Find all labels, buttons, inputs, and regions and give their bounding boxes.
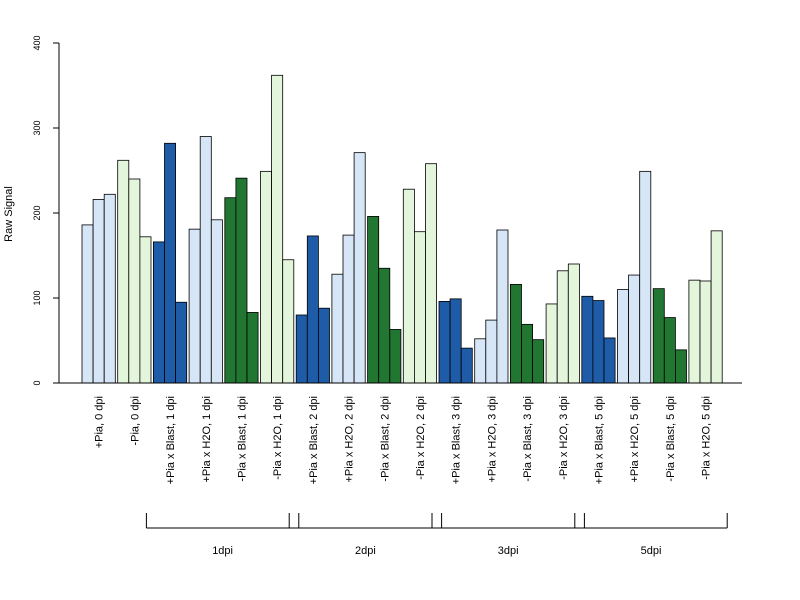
bar-13-1 — [509, 283, 522, 384]
bar-5-1 — [224, 197, 237, 384]
bar-17-1 — [652, 288, 665, 384]
bar-15-3 — [603, 337, 616, 384]
bar-14-1 — [545, 303, 558, 384]
bar-7-2 — [306, 235, 319, 384]
group-label: 1dpi — [212, 545, 233, 557]
y-tick-label: 0 — [32, 380, 42, 385]
bar-8-2 — [342, 234, 355, 384]
x-tick-label: +Pia x Blast, 1 dpi — [165, 396, 177, 484]
bar-3-2 — [164, 142, 177, 384]
bar-11-2 — [449, 298, 462, 384]
bar-3-1 — [152, 241, 165, 384]
bar-11-3 — [460, 347, 473, 384]
x-tick-label: -Pia x H2O, 1 dpi — [272, 396, 284, 480]
bar-6-2 — [271, 74, 284, 384]
bar-5-3 — [246, 312, 259, 384]
bar-12-3 — [496, 229, 509, 384]
bar-13-2 — [521, 323, 534, 384]
bar-9-3 — [389, 329, 402, 384]
bar-2-2 — [128, 178, 141, 384]
group-label: 3dpi — [498, 545, 519, 557]
bar-9-2 — [378, 267, 391, 384]
x-tick-label: +Pia x H2O, 1 dpi — [201, 396, 213, 483]
bar-12-2 — [485, 319, 498, 384]
x-tick-label: +Pia x H2O, 2 dpi — [344, 396, 356, 483]
x-tick-label: -Pia x H2O, 2 dpi — [415, 396, 427, 480]
x-tick-label: -Pia x Blast, 2 dpi — [379, 396, 391, 482]
x-tick-label: +Pia x Blast, 5 dpi — [593, 396, 605, 484]
bar-4-3 — [210, 219, 223, 384]
bar-11-1 — [438, 300, 451, 384]
group-bracket: 1dpi — [145, 513, 300, 557]
bar-1-2 — [92, 198, 105, 384]
bar-17-3 — [675, 349, 687, 384]
bars-layer — [81, 74, 723, 384]
bar-6-1 — [260, 170, 273, 384]
x-tick-label: +Pia x H2O, 3 dpi — [486, 396, 498, 483]
bar-2-3 — [139, 236, 152, 384]
group-bracket: 3dpi — [431, 513, 585, 557]
bar-18-1 — [688, 279, 701, 384]
x-tick-label: +Pia x Blast, 2 dpi — [308, 396, 320, 484]
group-bracket: 2dpi — [288, 513, 443, 557]
group-bracket: 5dpi — [574, 513, 728, 557]
group-label: 2dpi — [355, 545, 376, 557]
y-tick-label: 400 — [32, 35, 42, 50]
bar-10-3 — [425, 163, 438, 384]
bar-9-1 — [367, 215, 380, 384]
bar-8-3 — [353, 152, 366, 384]
bar-16-2 — [628, 274, 641, 384]
bar-15-2 — [592, 300, 605, 384]
groups-layer: 1dpi 2dpi 3dpi 5dpi — [145, 513, 728, 557]
bar-4-1 — [188, 228, 201, 384]
x-tick-label: -Pia, 0 dpi — [129, 396, 141, 446]
bar-18-2 — [699, 280, 712, 384]
bar-14-3 — [567, 263, 580, 384]
bar-1-3 — [103, 193, 116, 384]
y-axis-label: Raw Signal — [3, 186, 15, 242]
bar-16-1 — [617, 289, 630, 384]
bar-3-3 — [175, 301, 188, 384]
bar-13-3 — [532, 339, 545, 384]
bar-4-2 — [199, 136, 212, 384]
bar-10-2 — [413, 231, 426, 384]
bar-15-1 — [581, 295, 594, 384]
bar-2-1 — [117, 159, 130, 384]
x-tick-label: -Pia x H2O, 5 dpi — [701, 396, 713, 480]
bar-17-2 — [663, 317, 676, 384]
bar-1-1 — [81, 224, 94, 384]
y-tick-label: 200 — [32, 205, 42, 220]
bar-18-3 — [710, 230, 723, 384]
y-tick-label: 100 — [32, 290, 42, 305]
bar-12-1 — [474, 338, 487, 384]
y-tick-label: 300 — [32, 120, 42, 135]
x-tick-label: +Pia x H2O, 5 dpi — [629, 396, 641, 483]
x-tick-label: -Pia x H2O, 3 dpi — [558, 396, 570, 480]
x-tick-label: +Pia x Blast, 3 dpi — [451, 396, 463, 484]
bar-7-3 — [317, 307, 330, 384]
group-label: 5dpi — [641, 545, 662, 557]
bar-8-1 — [331, 273, 344, 384]
bar-5-2 — [235, 177, 248, 384]
x-tick-label: -Pia x Blast, 1 dpi — [236, 396, 248, 482]
x-tick-label: +Pia, 0 dpi — [94, 396, 106, 448]
labels-layer: +Pia, 0 dpi -Pia, 0 dpi +Pia x Blast, 1 dp… — [94, 396, 713, 484]
bar-6-3 — [282, 259, 295, 384]
bar-10-1 — [402, 188, 415, 384]
bar-7-1 — [295, 314, 308, 384]
x-tick-label: -Pia x Blast, 3 dpi — [522, 396, 534, 482]
axes-layer: 0 100 200 300 400 — [32, 35, 742, 386]
x-tick-label: -Pia x Blast, 5 dpi — [665, 396, 677, 482]
bar-14-2 — [556, 270, 569, 384]
bar-16-3 — [639, 170, 652, 384]
